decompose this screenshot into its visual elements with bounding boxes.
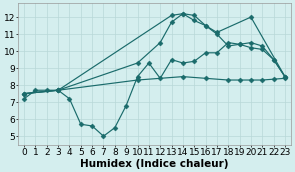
X-axis label: Humidex (Indice chaleur): Humidex (Indice chaleur) <box>80 159 229 169</box>
